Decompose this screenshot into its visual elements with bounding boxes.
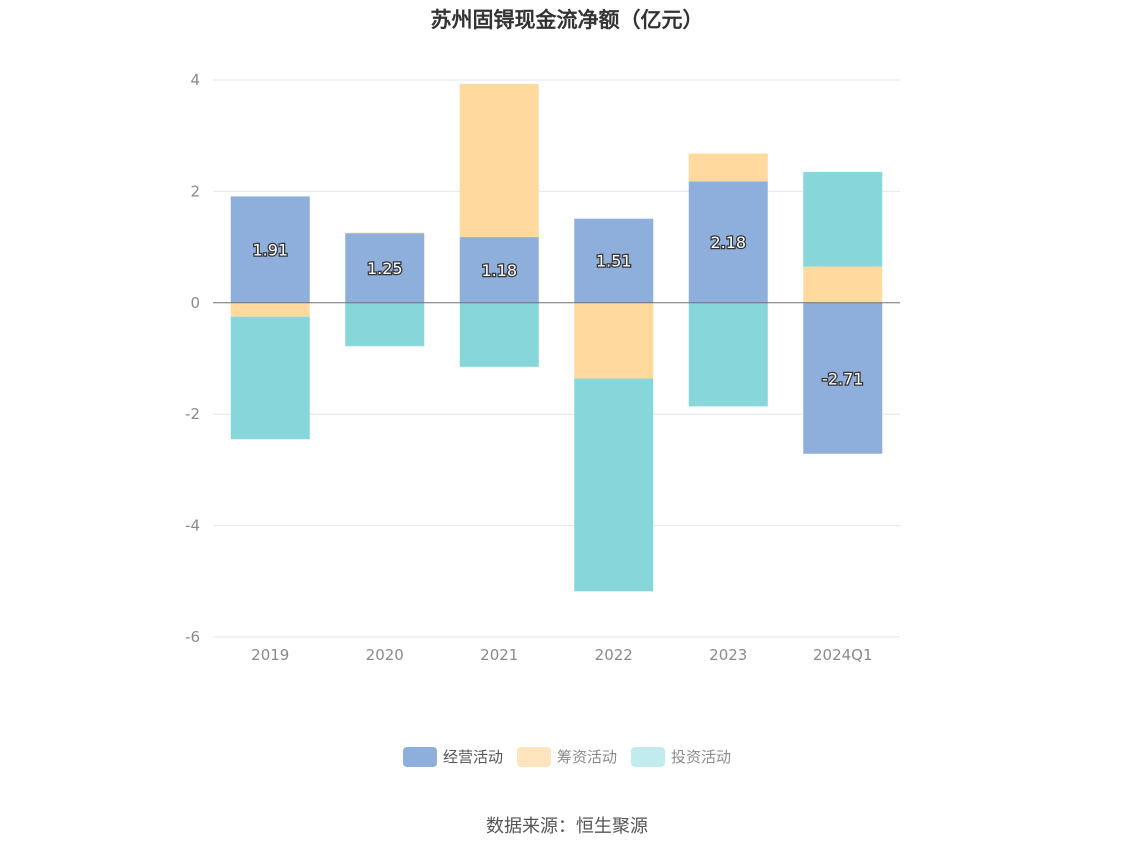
legend-label-investing: 投资活动 [671, 748, 732, 766]
x-tick-label: 2020 [366, 646, 404, 664]
data-label: 1.25 [367, 259, 403, 278]
data-labels: 1.91 1.25 1.18 1.51 2.18 -2.71 [251, 232, 865, 390]
x-tick-label: 2021 [480, 646, 518, 664]
legend-swatch-investing [631, 746, 665, 767]
bars [230, 83, 883, 592]
bar-investing-2023[interactable] [688, 302, 768, 407]
legend-item-operating[interactable]: 经营活动 [402, 746, 503, 767]
bar-investing-2022[interactable] [574, 378, 654, 592]
chart-title: 苏州固锝现金流净额（亿元） [430, 8, 704, 32]
bar-operating-2020[interactable] [345, 233, 425, 303]
bar-investing-2020[interactable] [345, 302, 425, 347]
bar-operating-2019[interactable] [230, 196, 310, 303]
legend-label-financing: 筹资活动 [556, 748, 617, 766]
y-tick-label: 4 [190, 71, 200, 89]
bar-investing-2021[interactable] [459, 302, 539, 367]
bar-financing-2022[interactable] [574, 302, 654, 379]
legend-swatch-financing [516, 746, 551, 767]
axes: 4 2 0 -2 -4 -6 2019 2020 2021 2022 2023 2024Q1 [185, 71, 900, 664]
grid-lines [213, 79, 900, 638]
bar-investing-2024Q1[interactable] [803, 171, 883, 267]
bar-financing-2023[interactable] [688, 153, 768, 182]
bar-investing-2019[interactable] [230, 316, 310, 440]
legend-swatch-operating [402, 746, 437, 767]
bar-financing-2020[interactable] [345, 232, 425, 234]
legend: 经营活动 筹资活动 投资活动 [0, 746, 1134, 767]
data-label: 1.51 [596, 252, 632, 271]
bar-operating-2022[interactable] [574, 218, 654, 303]
y-tick-label: 0 [190, 294, 200, 312]
bar-financing-2024Q1[interactable] [803, 266, 883, 303]
data-label: 1.91 [252, 241, 288, 260]
x-tick-label: 2022 [595, 646, 633, 664]
x-tick-label: 2024Q1 [813, 646, 873, 664]
y-tick-label: -6 [185, 628, 200, 646]
bar-operating-2024Q1[interactable] [803, 302, 883, 454]
x-tick-label: 2019 [251, 646, 289, 664]
stacked-bar-chart: 4 2 0 -2 -4 -6 2019 2020 2021 2022 2023 2024Q1 1.91… [185, 71, 900, 664]
bar-operating-2021[interactable] [459, 237, 539, 303]
x-tick-label: 2023 [709, 646, 747, 664]
data-source: 数据来源：恒生聚源 [486, 816, 648, 837]
legend-item-investing[interactable]: 投资活动 [631, 746, 731, 767]
bar-financing-2019[interactable] [230, 302, 310, 317]
bar-financing-2021[interactable] [459, 83, 539, 238]
legend-label-operating: 经营活动 [442, 748, 503, 766]
data-label: 1.18 [481, 261, 517, 280]
data-label: -2.71 [822, 369, 863, 388]
legend-item-financing[interactable]: 筹资活动 [516, 746, 617, 767]
y-tick-label: 2 [190, 182, 200, 200]
y-tick-label: -4 [185, 517, 200, 535]
bar-operating-2023[interactable] [688, 181, 768, 303]
data-label: 2.18 [710, 233, 746, 252]
y-tick-label: -2 [185, 405, 200, 423]
